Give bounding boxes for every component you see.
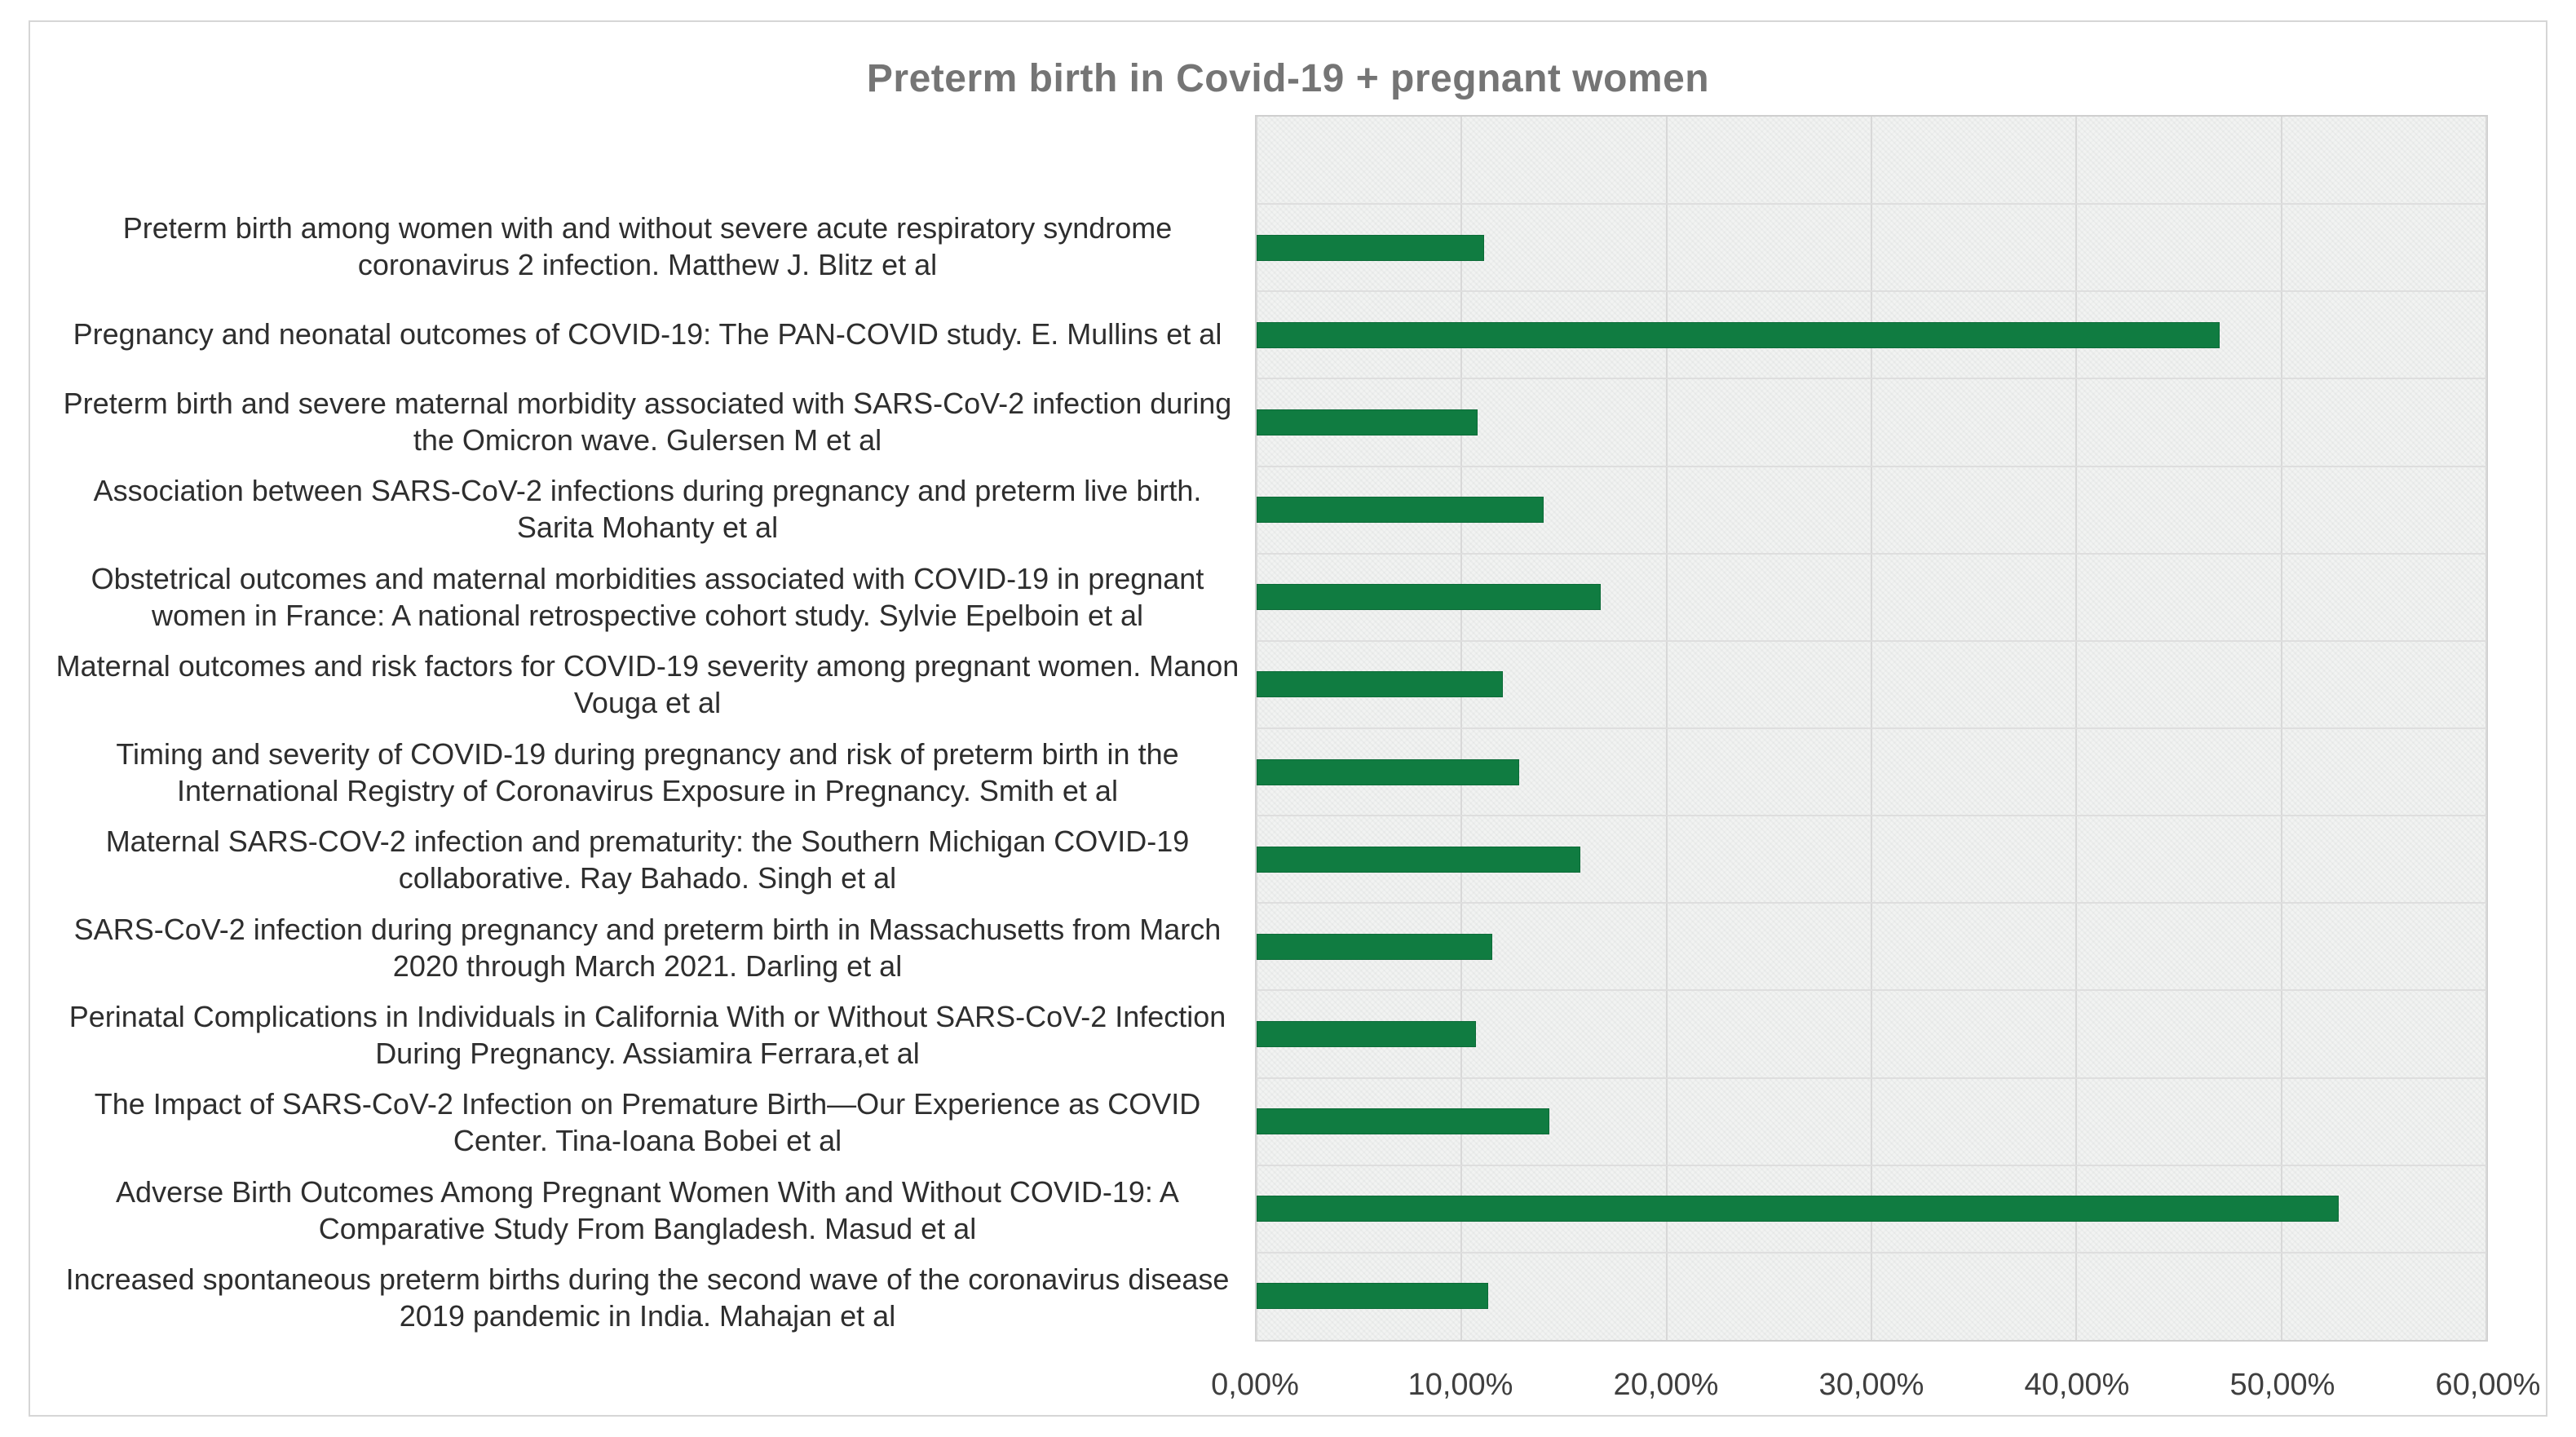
horizontal-gridline <box>1257 727 2486 729</box>
horizontal-gridline <box>1257 378 2486 380</box>
plot-area <box>1255 115 2488 1342</box>
bar <box>1257 1020 1476 1047</box>
x-axis-tick-label: 0,00% <box>1211 1368 1299 1402</box>
bar-row <box>1257 291 2486 378</box>
bar-row <box>1257 204 2486 291</box>
bar <box>1257 758 1519 785</box>
bar-row <box>1257 990 2486 1077</box>
horizontal-gridline <box>1257 815 2486 817</box>
bar-row <box>1257 554 2486 641</box>
bar <box>1257 497 1544 524</box>
vertical-gridline <box>2485 117 2487 1340</box>
category-label: Timing and severity of COVID-19 during p… <box>116 736 1179 807</box>
category-label: The Impact of SARS-CoV-2 Infection on Pr… <box>94 1087 1201 1158</box>
category-label: SARS-CoV-2 infection during pregnancy an… <box>73 912 1222 983</box>
x-axis-tick-label: 20,00% <box>1613 1368 1719 1402</box>
bar-row <box>1257 903 2486 990</box>
bar-row <box>1257 1078 2486 1165</box>
category-label: Association between SARS-CoV-2 infection… <box>93 474 1202 545</box>
bar-row <box>1257 466 2486 554</box>
horizontal-gridline <box>1257 989 2486 992</box>
bar <box>1257 671 1503 698</box>
horizontal-gridline <box>1257 203 2486 206</box>
bar-row <box>1257 1253 2486 1340</box>
category-label: Preterm birth among women with and witho… <box>122 211 1173 282</box>
horizontal-gridline <box>1257 290 2486 293</box>
bar <box>1257 321 2220 348</box>
chart-frame: Preterm birth in Covid-19 + pregnant wom… <box>29 20 2547 1417</box>
bar <box>1257 1283 1488 1310</box>
x-axis-tick-label: 60,00% <box>2435 1368 2541 1402</box>
horizontal-gridline <box>1257 1164 2486 1166</box>
category-label: Preterm birth and severe maternal morbid… <box>63 386 1232 457</box>
bar-row <box>1257 728 2486 816</box>
category-label: Adverse Birth Outcomes Among Pregnant Wo… <box>116 1174 1179 1245</box>
horizontal-gridline <box>1257 552 2486 555</box>
horizontal-gridline <box>1257 902 2486 904</box>
chart-title: Preterm birth in Covid-19 + pregnant wom… <box>866 57 1710 100</box>
bar <box>1257 933 1493 960</box>
category-label: Maternal outcomes and risk factors for C… <box>55 649 1239 720</box>
bar <box>1257 1108 1550 1135</box>
bar-row <box>1257 641 2486 728</box>
horizontal-gridline <box>1257 1077 2486 1079</box>
horizontal-gridline <box>1257 465 2486 467</box>
x-axis-tick-label: 30,00% <box>1818 1368 1924 1402</box>
category-label: Perinatal Complications in Individuals i… <box>68 999 1226 1070</box>
x-axis-tick-label: 10,00% <box>1407 1368 1513 1402</box>
bar-row <box>1257 378 2486 466</box>
x-axis-tick-label: 40,00% <box>2024 1368 2130 1402</box>
bar-row <box>1257 1165 2486 1253</box>
bar <box>1257 1196 2340 1223</box>
horizontal-gridline <box>1257 1251 2486 1254</box>
x-axis: 0,00% 10,00% 20,00% 30,00% 40,00% 50,00% 60,00… <box>1211 1355 2540 1412</box>
x-axis-tick-label: 50,00% <box>2229 1368 2335 1402</box>
category-axis: Preterm birth among women with and witho… <box>53 115 1242 1342</box>
category-label: Maternal SARS-COV-2 infection and premat… <box>105 825 1190 895</box>
bar <box>1257 409 1478 436</box>
category-label: Obstetrical outcomes and maternal morbid… <box>91 561 1204 632</box>
bar <box>1257 846 1581 873</box>
bar-row <box>1257 816 2486 903</box>
category-label: Pregnancy and neonatal outcomes of COVID… <box>73 317 1222 352</box>
bar <box>1257 584 1602 611</box>
bar <box>1257 234 1484 261</box>
category-label: Increased spontaneous preterm births dur… <box>65 1262 1230 1333</box>
horizontal-gridline <box>1257 639 2486 642</box>
